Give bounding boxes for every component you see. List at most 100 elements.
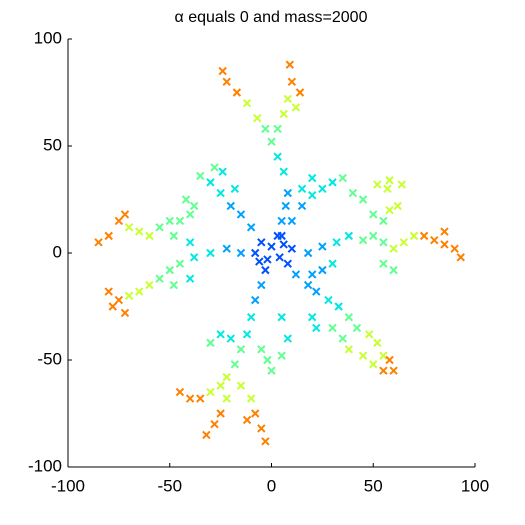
point bbox=[318, 184, 327, 194]
point bbox=[251, 295, 260, 305]
point bbox=[232, 88, 242, 97]
point bbox=[277, 231, 286, 241]
point bbox=[236, 381, 246, 390]
point bbox=[287, 77, 297, 87]
point bbox=[385, 355, 394, 365]
point bbox=[279, 109, 288, 119]
point bbox=[218, 66, 227, 76]
point bbox=[255, 257, 264, 266]
x-tick-label: -50 bbox=[157, 476, 182, 495]
point bbox=[246, 394, 256, 403]
point bbox=[277, 216, 286, 226]
point bbox=[273, 124, 282, 134]
point bbox=[279, 240, 288, 249]
point bbox=[120, 210, 130, 219]
point bbox=[279, 167, 288, 176]
point bbox=[291, 270, 301, 279]
point bbox=[210, 163, 219, 172]
point bbox=[261, 265, 270, 275]
point bbox=[283, 334, 292, 343]
point bbox=[352, 323, 362, 333]
point bbox=[202, 430, 211, 440]
point bbox=[222, 372, 231, 382]
point bbox=[389, 366, 398, 375]
point bbox=[430, 235, 439, 245]
x-tick-label: 100 bbox=[461, 476, 489, 495]
point bbox=[242, 415, 252, 425]
point bbox=[324, 295, 333, 305]
y-tick-label: -100 bbox=[28, 456, 62, 475]
point bbox=[307, 191, 317, 200]
point bbox=[344, 312, 354, 322]
point bbox=[257, 238, 266, 247]
point bbox=[236, 248, 246, 258]
point bbox=[218, 167, 227, 176]
point bbox=[385, 176, 394, 185]
y-tick-label: 100 bbox=[34, 28, 62, 47]
point bbox=[344, 231, 354, 241]
point bbox=[155, 223, 164, 232]
point bbox=[312, 287, 321, 296]
point bbox=[124, 291, 134, 301]
point bbox=[369, 210, 378, 219]
point bbox=[283, 259, 292, 268]
point bbox=[307, 173, 317, 183]
point bbox=[379, 259, 388, 268]
point bbox=[440, 227, 449, 236]
point bbox=[287, 244, 297, 253]
point bbox=[94, 238, 103, 247]
y-tick-label: 50 bbox=[43, 135, 62, 154]
point bbox=[277, 312, 286, 322]
point bbox=[334, 302, 343, 311]
point bbox=[114, 216, 124, 226]
point bbox=[165, 216, 174, 226]
point bbox=[246, 223, 256, 232]
point bbox=[104, 231, 113, 241]
point bbox=[145, 231, 154, 241]
point bbox=[185, 210, 195, 219]
point bbox=[261, 124, 270, 134]
point bbox=[185, 274, 195, 283]
point bbox=[283, 188, 292, 198]
point bbox=[216, 330, 225, 339]
point bbox=[383, 184, 392, 194]
point bbox=[206, 178, 215, 187]
point bbox=[230, 184, 240, 194]
point bbox=[222, 77, 231, 87]
point bbox=[393, 201, 402, 211]
point bbox=[145, 280, 154, 290]
point bbox=[297, 201, 307, 211]
point bbox=[348, 188, 358, 198]
point bbox=[175, 216, 185, 226]
point bbox=[450, 244, 459, 253]
point bbox=[369, 360, 378, 369]
point bbox=[291, 103, 301, 112]
chart-title: α equals 0 and mass=2000 bbox=[175, 9, 368, 26]
point bbox=[328, 178, 337, 187]
point bbox=[277, 351, 286, 360]
point bbox=[206, 338, 215, 348]
point bbox=[120, 308, 130, 318]
point bbox=[318, 265, 327, 275]
point bbox=[253, 113, 262, 123]
point bbox=[114, 295, 124, 305]
point bbox=[364, 330, 374, 339]
point bbox=[246, 312, 256, 322]
point bbox=[397, 180, 406, 189]
point bbox=[206, 387, 215, 397]
point bbox=[206, 248, 215, 258]
point bbox=[338, 173, 347, 183]
point bbox=[307, 270, 317, 279]
point bbox=[216, 409, 225, 418]
point bbox=[297, 184, 307, 194]
point bbox=[358, 195, 368, 204]
point bbox=[399, 238, 408, 247]
point bbox=[267, 366, 276, 375]
point bbox=[210, 419, 219, 429]
point bbox=[267, 242, 276, 251]
point bbox=[287, 216, 297, 226]
point bbox=[169, 231, 179, 241]
point bbox=[389, 265, 398, 275]
point bbox=[344, 345, 354, 354]
point bbox=[328, 323, 337, 333]
